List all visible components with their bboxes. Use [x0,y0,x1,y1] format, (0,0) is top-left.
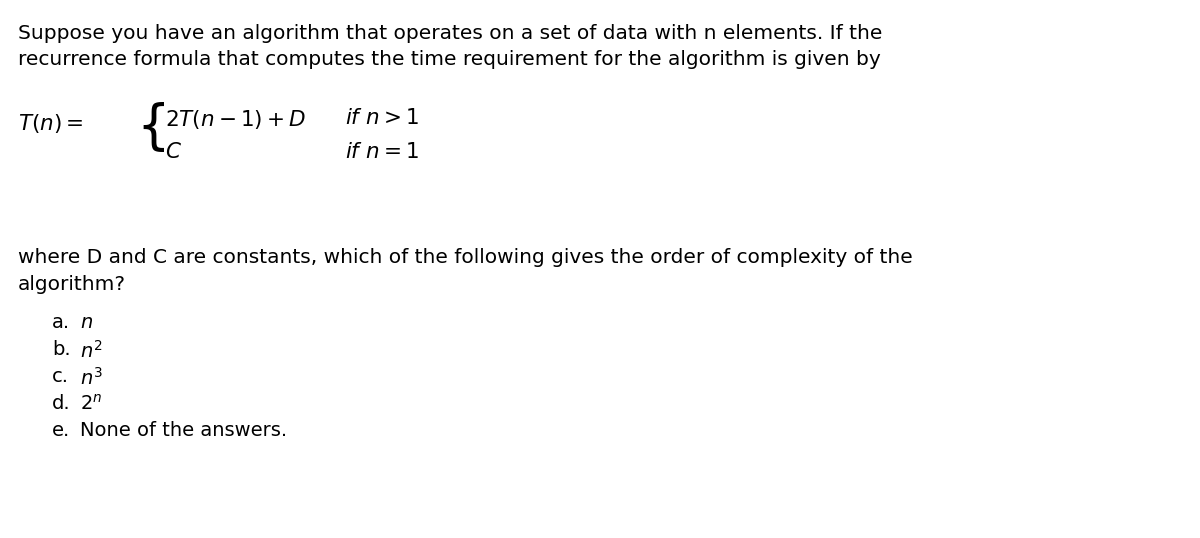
Text: $C$: $C$ [166,142,182,162]
Text: $n^3$: $n^3$ [80,367,103,389]
Text: $2T(n-1)+D$: $2T(n-1)+D$ [166,108,306,131]
Text: b.: b. [52,340,71,359]
Text: $\{$: $\{$ [136,100,166,154]
Text: $if\ n=1$: $if\ n=1$ [346,142,419,162]
Text: None of the answers.: None of the answers. [80,421,287,440]
Text: c.: c. [52,367,70,386]
Text: Suppose you have an algorithm that operates on a set of data with n elements. If: Suppose you have an algorithm that opera… [18,24,882,43]
Text: d.: d. [52,394,71,413]
Text: $n^2$: $n^2$ [80,340,102,362]
Text: e.: e. [52,421,71,440]
Text: algorithm?: algorithm? [18,275,126,294]
Text: $T(n) =$: $T(n) =$ [18,112,84,135]
Text: $if\ n>1$: $if\ n>1$ [346,108,419,128]
Text: recurrence formula that computes the time requirement for the algorithm is given: recurrence formula that computes the tim… [18,50,881,69]
Text: a.: a. [52,313,70,332]
Text: $2^n$: $2^n$ [80,394,102,414]
Text: where D and C are constants, which of the following gives the order of complexit: where D and C are constants, which of th… [18,248,913,267]
Text: $n$: $n$ [80,313,94,332]
